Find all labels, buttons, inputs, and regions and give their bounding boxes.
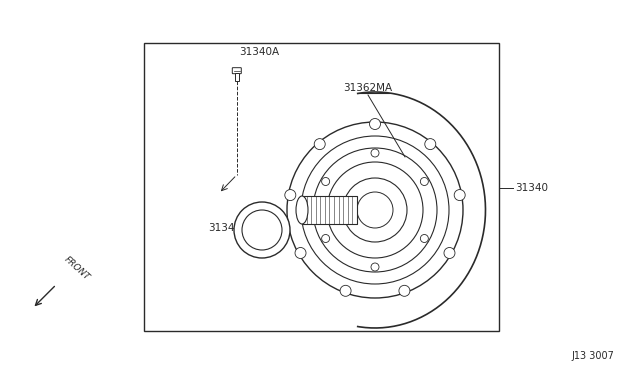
Circle shape [425, 139, 436, 150]
Ellipse shape [296, 196, 308, 224]
Text: FRONT: FRONT [63, 255, 92, 282]
Circle shape [420, 177, 428, 186]
Circle shape [287, 122, 463, 298]
Text: 31340A: 31340A [239, 46, 279, 57]
Circle shape [399, 285, 410, 296]
Circle shape [234, 202, 290, 258]
Circle shape [322, 234, 330, 243]
Text: 31362MA: 31362MA [344, 83, 392, 93]
Circle shape [327, 162, 423, 258]
FancyBboxPatch shape [232, 68, 241, 74]
Circle shape [369, 119, 381, 129]
Bar [302, 196, 357, 224]
Circle shape [313, 148, 437, 272]
Circle shape [371, 149, 379, 157]
Circle shape [314, 139, 325, 150]
Circle shape [343, 178, 407, 242]
Text: J13 3007: J13 3007 [572, 351, 614, 361]
Circle shape [322, 177, 330, 186]
Circle shape [420, 234, 428, 243]
Circle shape [301, 136, 449, 284]
Circle shape [340, 285, 351, 296]
Text: 31344: 31344 [208, 223, 241, 233]
Circle shape [371, 263, 379, 271]
Circle shape [444, 247, 455, 259]
Circle shape [454, 190, 465, 201]
Bar [144, 43, 499, 331]
Circle shape [357, 192, 393, 228]
Circle shape [285, 190, 296, 201]
Bar [235, 73, 239, 81]
Circle shape [295, 247, 306, 259]
Circle shape [242, 210, 282, 250]
Text: 31340: 31340 [515, 183, 548, 193]
